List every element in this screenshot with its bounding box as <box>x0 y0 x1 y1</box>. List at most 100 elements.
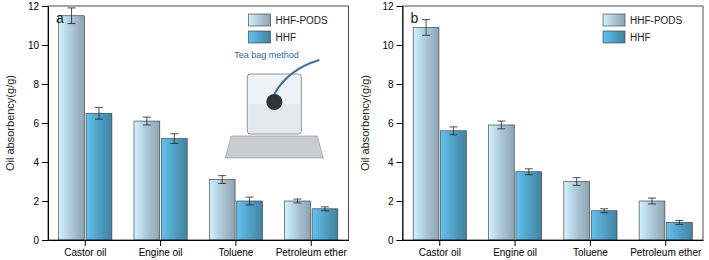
x-tick-mark <box>665 240 666 246</box>
y-axis-title: Oil absorbency(g/g) <box>4 75 16 171</box>
error-bar <box>170 134 178 144</box>
error-cap <box>143 124 151 125</box>
y-tick-mark <box>42 123 48 124</box>
error-bar <box>143 117 151 125</box>
error-bar <box>648 198 656 204</box>
legend-item: HHF-PODS <box>249 14 329 26</box>
x-tick-mark <box>311 240 312 246</box>
x-tick: Petroleum ether <box>276 240 348 258</box>
error-bar <box>573 178 581 186</box>
y-tick-mark <box>397 6 403 7</box>
y-tick-mark <box>42 201 48 202</box>
error-cap <box>143 117 151 118</box>
y-tick-label: 4 <box>33 157 39 168</box>
y-tick-label: 10 <box>28 40 40 51</box>
error-cap <box>449 126 457 127</box>
x-tick-label: Castor oil <box>419 247 461 258</box>
x-tick-label: Toluene <box>218 247 253 258</box>
x-axis: Castor oil Engine oil Toluene Petroleum eth… <box>403 240 704 258</box>
x-tick: Petroleum ether <box>630 240 702 258</box>
error-cap <box>449 134 457 135</box>
error-bar <box>321 207 329 211</box>
error-bar <box>95 107 103 119</box>
y-axis: 024681012 <box>382 1 403 246</box>
error-bar <box>246 197 254 205</box>
legend-label: HHF <box>630 32 651 43</box>
x-tick-label: Castor oil <box>64 247 106 258</box>
y-tick: 10 <box>28 40 48 51</box>
error-stem <box>426 20 427 36</box>
legend-label: HHF-PODS <box>630 15 683 26</box>
error-stem <box>98 107 99 119</box>
x-tick-label: Petroleum ether <box>276 247 348 258</box>
error-stem <box>71 8 72 24</box>
error-cap <box>294 199 302 200</box>
error-bar <box>218 176 226 184</box>
y-tick: 8 <box>33 79 48 90</box>
bar <box>639 201 665 240</box>
error-cap <box>170 133 178 134</box>
x-tick-label: Engine oil <box>139 247 183 258</box>
bar <box>312 209 338 240</box>
error-cap <box>95 119 103 120</box>
y-tick-mark <box>397 240 403 241</box>
y-tick-label: 0 <box>388 235 394 246</box>
x-tick-mark <box>235 240 236 246</box>
error-bar <box>68 8 76 24</box>
error-cap <box>648 198 656 199</box>
error-stem <box>528 169 529 175</box>
x-tick-label: Toluene <box>573 247 608 258</box>
bar <box>488 125 514 240</box>
y-tick: 0 <box>33 235 48 246</box>
y-tick-mark <box>42 240 48 241</box>
error-stem <box>297 199 298 203</box>
bar <box>209 180 235 240</box>
plot-area <box>59 8 338 240</box>
error-bar <box>422 20 430 36</box>
y-tick: 0 <box>388 235 403 246</box>
error-stem <box>501 121 502 129</box>
error-cap <box>218 175 226 176</box>
error-stem <box>174 134 175 144</box>
y-tick-label: 8 <box>388 79 394 90</box>
y-tick: 2 <box>33 196 48 207</box>
bar <box>564 182 590 241</box>
x-tick: Toluene <box>573 240 608 258</box>
y-tick: 12 <box>382 1 402 12</box>
error-cap <box>294 202 302 203</box>
x-tick-mark <box>85 240 86 246</box>
y-axis: 024681012 <box>28 1 49 246</box>
figure: 0 2 4 6 8 10 12 Castor oil Engine oil Toluene Petr… <box>0 0 709 260</box>
y-tick-mark <box>397 201 403 202</box>
inset-icon <box>225 60 323 158</box>
error-cap <box>321 210 329 211</box>
x-tick: Engine oil <box>493 240 537 258</box>
legend-item: HHF <box>249 31 297 43</box>
error-stem <box>652 198 653 204</box>
panel-label: a <box>56 10 64 26</box>
error-cap <box>68 23 76 24</box>
error-stem <box>576 178 577 186</box>
panel-label: b <box>411 10 419 26</box>
error-bar <box>497 121 505 129</box>
panel: 024681012Castor oilEngine oilToluenePetr… <box>359 1 704 258</box>
error-cap <box>497 121 505 122</box>
error-cap <box>246 204 254 205</box>
y-tick: 10 <box>382 40 402 51</box>
y-tick-mark <box>42 6 48 7</box>
y-tick: 4 <box>388 157 403 168</box>
error-cap <box>170 143 178 144</box>
legend-label: HHF-PODS <box>276 15 329 26</box>
bar <box>86 113 112 240</box>
error-bar <box>449 127 457 135</box>
error-stem <box>146 117 147 125</box>
y-tick: 6 <box>33 118 48 129</box>
tea-bag <box>266 94 282 110</box>
bar <box>237 201 263 240</box>
x-axis-line <box>49 240 350 241</box>
bar <box>161 139 187 240</box>
y-tick-label: 2 <box>388 196 394 207</box>
bar <box>285 201 311 240</box>
y-tick-mark <box>42 162 48 163</box>
error-cap <box>573 185 581 186</box>
